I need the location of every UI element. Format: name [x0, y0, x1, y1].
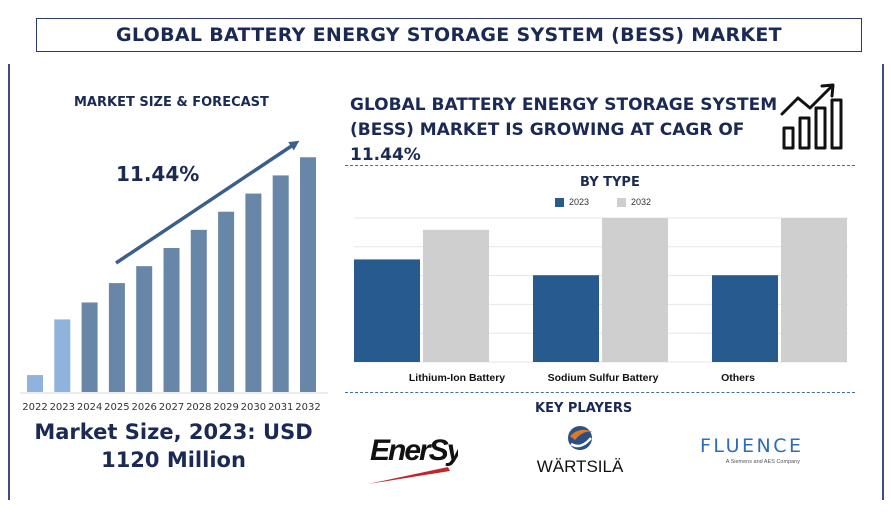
- enersys-logo: EnerSys: [368, 434, 458, 484]
- frame-right-border: [882, 64, 884, 500]
- wartsila-emblem-accent: [570, 429, 593, 440]
- fluence-wordmark: FLUENCE: [700, 435, 803, 457]
- forecast-tick-2029: 2029: [213, 402, 238, 413]
- growth-chart-icon: [780, 83, 843, 150]
- wartsila-wordmark: WÄRTSILÄ: [537, 457, 624, 476]
- forecast-bar-2031: [272, 175, 289, 392]
- by-type-category-others: Others: [721, 372, 755, 384]
- forecast-bar-2023: [54, 319, 71, 392]
- forecast-bar-2030: [245, 193, 262, 392]
- by-type-bar-others-2032: [781, 218, 847, 362]
- by-type-bar-sodium-sulfur-battery-2032: [602, 218, 668, 362]
- forecast-tick-2027: 2027: [159, 402, 184, 413]
- market-size-text: Market Size, 2023: USD 1120 Million: [16, 418, 331, 474]
- market-size-forecast-heading: MARKET SIZE & FORECAST: [74, 95, 269, 110]
- forecast-tick-2031: 2031: [268, 402, 293, 413]
- market-size-line-2: 1120 Million: [101, 448, 246, 472]
- forecast-tick-2028: 2028: [186, 402, 211, 413]
- fluence-tagline: A Siemens and AES Company: [726, 459, 801, 465]
- by-type-bar-sodium-sulfur-battery-2023: [533, 275, 599, 362]
- forecast-bar-2028: [190, 229, 207, 392]
- by-type-chart: Lithium-Ion Battery Sodium Sulfur Battery…: [354, 217, 848, 384]
- market-size-line-1: Market Size, 2023: USD: [34, 420, 313, 444]
- by-type-bar-lithium-ion-battery-2032: [423, 229, 489, 362]
- cagr-annotation: 11.44%: [116, 162, 200, 186]
- forecast-tick-2025: 2025: [104, 402, 129, 413]
- by-type-category-sodium-sulfur-battery: Sodium Sulfur Battery: [548, 372, 659, 384]
- enersys-wordmark: EnerSys: [370, 434, 458, 467]
- forecast-bar-2029: [218, 211, 235, 392]
- forecast-tick-2030: 2030: [241, 402, 266, 413]
- forecast-bar-2025: [108, 283, 125, 392]
- title-banner: GLOBAL BATTERY ENERGY STORAGE SYSTEM (BE…: [36, 18, 862, 52]
- forecast-bar-2032: [300, 157, 316, 392]
- forecast-bar-2022: [27, 375, 43, 392]
- by-type-bar-others-2023: [712, 275, 778, 362]
- divider-bottom: [345, 392, 855, 393]
- headline-text: GLOBAL BATTERY ENERGY STORAGE SYSTEM (BE…: [350, 95, 778, 165]
- legend-label-2032: 2032: [631, 197, 652, 207]
- forecast-tick-2023: 2023: [50, 402, 75, 413]
- legend-swatch-2023: [555, 197, 564, 207]
- forecast-bar-2026: [136, 266, 153, 392]
- forecast-tick-2022: 2022: [22, 402, 47, 413]
- by-type-category-lithium-ion-battery: Lithium-Ion Battery: [409, 372, 505, 384]
- page-title: GLOBAL BATTERY ENERGY STORAGE SYSTEM (BE…: [116, 24, 782, 46]
- wartsila-logo: WÄRTSILÄ: [537, 426, 624, 476]
- forecast-tick-2024: 2024: [77, 402, 102, 413]
- forecast-tick-2026: 2026: [131, 402, 156, 413]
- by-type-heading: BY TYPE: [580, 175, 640, 190]
- divider-top: [345, 165, 855, 166]
- by-type-bar-lithium-ion-battery-2023: [354, 259, 420, 362]
- legend-swatch-2032: [617, 197, 627, 207]
- legend-label-2023: 2023: [569, 197, 590, 207]
- forecast-bar-2024: [81, 302, 98, 392]
- legend-item-2023: 2023: [555, 197, 589, 207]
- fluence-logo: FLUENCE A Siemens and AES Company: [700, 435, 803, 465]
- forecast-bar-2027: [163, 248, 180, 392]
- key-players-heading: KEY PLAYERS: [535, 401, 633, 416]
- by-type-legend: 2023 2032: [555, 197, 679, 207]
- market-forecast-chart: 2022 2023 2024 2025 2026 2027 2028 2029 2030 2031…: [20, 140, 328, 413]
- legend-item-2032: 2032: [617, 197, 651, 207]
- growth-arrow: [115, 140, 300, 265]
- enersys-swoosh: [368, 467, 450, 484]
- frame-left-border: [8, 64, 10, 500]
- forecast-tick-2032: 2032: [295, 402, 320, 413]
